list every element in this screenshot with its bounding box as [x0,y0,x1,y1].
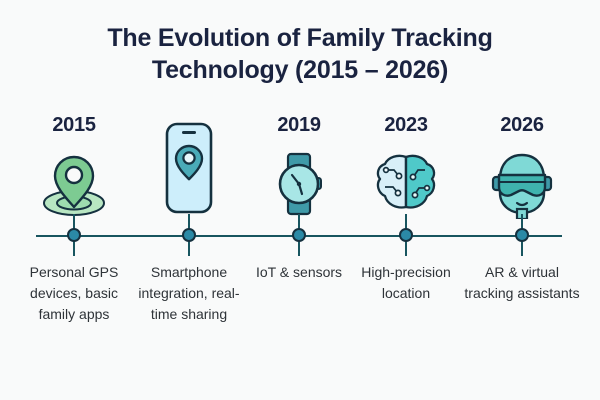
milestone-year-2026: 2026 [500,114,544,136]
brain-circuit-icon [348,138,464,230]
smartphone-location-icon [131,120,247,214]
smartwatch-icon [241,138,357,230]
milestone-year-2019: 2019 [277,114,321,136]
milestone-year-2015: 2015 [52,114,96,136]
milestone-caption-2015: Personal GPS devices, basic family apps [29,264,119,322]
milestone-2026: 2026 [464,112,580,230]
location-pin-icon [16,138,132,230]
milestone-caption-2023: High-precision location [361,264,451,301]
vr-headset-face-icon [464,138,580,230]
milestone-2015: 2015 [16,112,132,230]
page-title-line-1: The Evolution of Family Tracking [107,24,493,52]
milestone-caption-smartphone: Smartphone integration, real-time sharin… [138,264,240,322]
milestone-2019: 2019 [241,112,357,230]
page-title: The Evolution of Family Tracking Technol… [0,22,600,86]
milestone-caption-2026: AR & virtual tracking assistants [464,264,580,301]
milestone-2023: 2023 [348,112,464,230]
milestone-caption-2019: IoT & sensors [255,264,343,280]
page-title-line-2: Technology (2015 – 2026) [151,56,449,84]
milestone-smartphone [131,112,247,214]
milestone-year-2023: 2023 [384,114,428,136]
